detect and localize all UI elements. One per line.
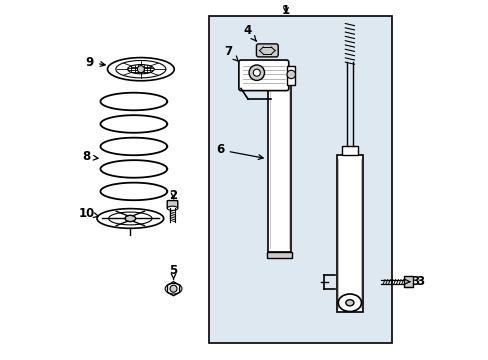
Ellipse shape (97, 209, 163, 228)
Text: 6: 6 (216, 144, 263, 159)
Circle shape (170, 285, 177, 292)
Text: 4: 4 (243, 24, 256, 41)
Text: 10: 10 (78, 207, 98, 220)
Circle shape (248, 65, 264, 80)
Text: 1: 1 (281, 4, 289, 17)
Circle shape (253, 69, 260, 76)
Text: 2: 2 (169, 189, 177, 202)
Ellipse shape (127, 64, 154, 74)
Bar (209, 17, 391, 343)
Bar (266, 77, 292, 83)
Polygon shape (167, 282, 179, 296)
FancyBboxPatch shape (239, 60, 288, 91)
Text: 8: 8 (82, 150, 98, 163)
Text: 5: 5 (169, 264, 177, 279)
Bar (341, 147, 357, 155)
Bar (267, 83, 290, 252)
Ellipse shape (107, 58, 174, 81)
Bar (403, 276, 413, 287)
Circle shape (137, 66, 144, 73)
Ellipse shape (116, 60, 165, 78)
Circle shape (286, 70, 295, 79)
Bar (266, 252, 292, 258)
Text: 7: 7 (224, 45, 238, 61)
Ellipse shape (338, 294, 361, 311)
Bar (286, 66, 295, 85)
Ellipse shape (167, 206, 178, 210)
Ellipse shape (345, 300, 353, 306)
Text: 3: 3 (410, 275, 418, 288)
Ellipse shape (108, 212, 152, 225)
Text: 9: 9 (85, 56, 105, 69)
Ellipse shape (125, 215, 135, 222)
Text: 3: 3 (404, 275, 424, 288)
FancyBboxPatch shape (167, 201, 178, 208)
Bar (336, 155, 362, 311)
FancyBboxPatch shape (256, 44, 278, 57)
